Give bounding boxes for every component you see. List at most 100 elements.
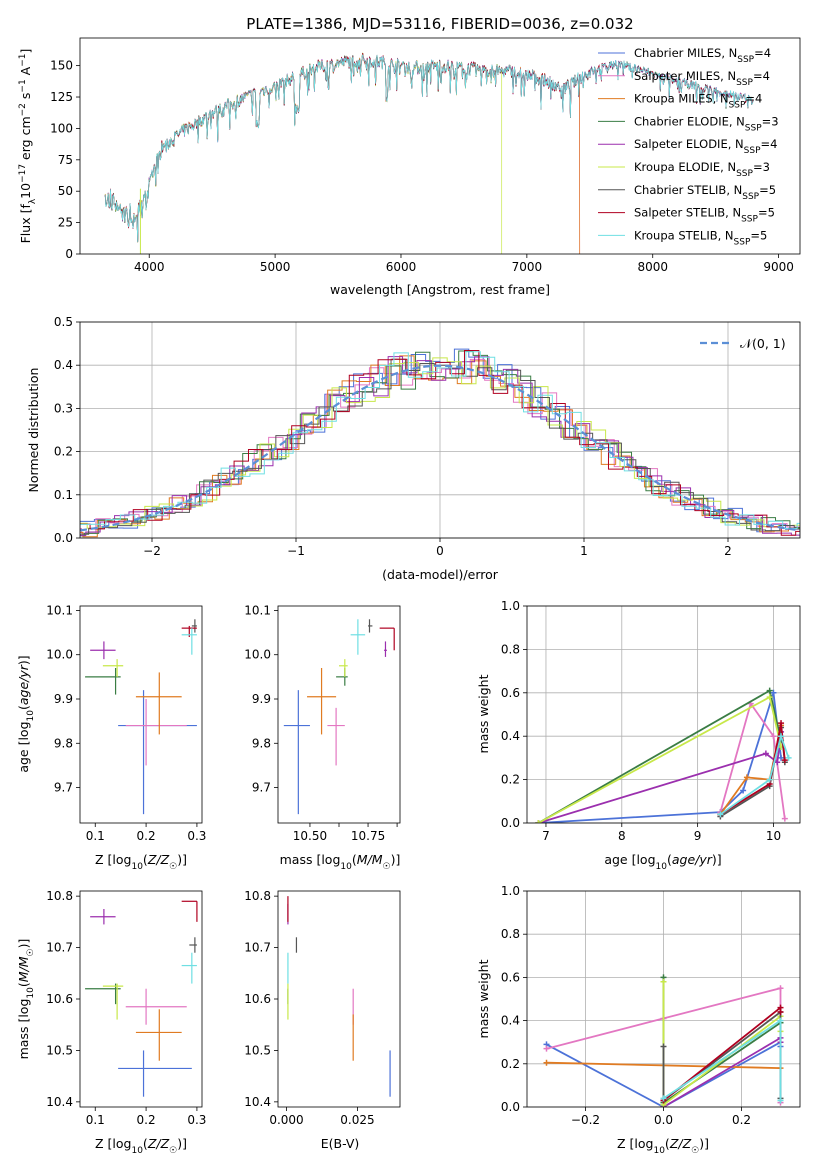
weight-marker	[777, 1008, 784, 1015]
y-tick-label: 9.7	[54, 781, 73, 795]
y-tick-label: 1.0	[501, 884, 520, 898]
age-vs-mass-axes: 10.50 10.75 9.7 9.8 9.9 10.0 10.1	[244, 603, 398, 843]
x-tick-label: 0.1	[86, 1113, 105, 1127]
spectrum-axes: 4000 5000 6000 7000 8000 9000 0 25 50 75 100 125 150	[50, 59, 794, 274]
x-tick-label: 9	[694, 829, 702, 843]
y-tick-label: 10.6	[46, 992, 73, 1006]
normal-curve	[79, 364, 801, 532]
weight-marker	[543, 1045, 550, 1052]
x-tick-label: −2	[143, 544, 161, 558]
x-axis-label: Z [log10(Z/Z☉)]	[95, 852, 187, 872]
weight-line	[719, 733, 790, 816]
y-tick-label: 10.1	[244, 603, 271, 617]
weight-marker	[743, 774, 750, 781]
x-tick-label: 9000	[763, 260, 794, 274]
x-tick-label: 1	[580, 544, 588, 558]
y-tick-label: 0	[65, 247, 73, 261]
y-tick-label: 150	[50, 59, 73, 73]
y-tick-label: 10.0	[46, 648, 73, 662]
weight-marker	[660, 1043, 667, 1050]
histogram-series	[80, 358, 800, 535]
y-tick-label: 0.0	[54, 531, 73, 545]
x-tick-label: −0.2	[571, 1113, 600, 1127]
weight-marker	[777, 1017, 784, 1024]
axes-frame	[79, 890, 203, 1108]
legend-label: Kroupa ELODIE, NSSP=3	[634, 160, 770, 179]
x-tick-label: 0	[436, 544, 444, 558]
weight-marker	[781, 757, 788, 764]
y-tick-label: 10.4	[46, 1095, 73, 1109]
x-axis-label: age [log10(age/yr)]	[604, 852, 721, 872]
y-tick-label: 10.4	[244, 1095, 271, 1109]
y-tick-label: 75	[58, 153, 73, 167]
y-tick-label: 0.0	[501, 816, 520, 830]
spectrum-line	[104, 52, 503, 254]
legend-label: Salpeter MILES, NSSP=4	[634, 69, 770, 88]
x-tick-label: 0.000	[269, 1113, 303, 1127]
y-tick-label: 0.8	[501, 642, 520, 656]
x-axis-label: Z [log10(Z/Z☉)]	[617, 1136, 709, 1156]
weight-marker	[740, 787, 747, 794]
x-axis-label: E(B-V)	[321, 1136, 360, 1151]
y-axis-label: mass weight	[476, 959, 491, 1038]
y-tick-label: 1.0	[501, 599, 520, 613]
y-tick-label: 10.7	[46, 941, 73, 955]
y-axis-label: Normed distribution	[26, 368, 41, 493]
histogram-series	[80, 357, 800, 529]
y-tick-label: 9.9	[54, 692, 73, 706]
y-tick-label: 0.6	[501, 970, 520, 984]
y-tick-label: 0.2	[54, 445, 73, 459]
plot-layer: 4000 5000 6000 7000 8000 90000255075100125150…	[16, 37, 801, 1156]
y-axis-label: mass weight	[476, 674, 491, 753]
weight-marker	[717, 811, 724, 818]
legend-label: Salpeter ELODIE, NSSP=4	[634, 137, 777, 156]
weight-line	[663, 1018, 782, 1101]
axes-frame	[277, 605, 401, 824]
y-tick-label: 10.5	[46, 1043, 73, 1057]
weight-marker	[778, 720, 785, 727]
x-tick-label: 7	[542, 829, 550, 843]
x-tick-label: 0.025	[340, 1113, 374, 1127]
weight-marker	[766, 687, 773, 694]
weight-marker	[762, 750, 769, 757]
histogram-series	[80, 350, 800, 536]
y-tick-label: 10.5	[244, 1043, 271, 1057]
weight-line	[719, 701, 786, 819]
x-tick-label: 0.0	[654, 1113, 673, 1127]
spectrum-line	[104, 54, 754, 243]
x-tick-label: 10	[766, 829, 781, 843]
legend-label: Chabrier MILES, NSSP=4	[634, 46, 771, 65]
axes-frame	[277, 890, 401, 1108]
weight-marker	[766, 776, 773, 783]
y-tick-label: 125	[50, 90, 73, 104]
weight-marker	[781, 815, 788, 822]
y-tick-label: 0.5	[54, 315, 73, 329]
legend-label: 𝒩(0, 1)	[740, 336, 786, 351]
y-tick-label: 100	[50, 121, 73, 135]
axes-frame	[79, 37, 801, 255]
x-tick-label: 7000	[512, 260, 543, 274]
weight-marker	[770, 733, 777, 740]
y-tick-label: 9.8	[252, 736, 271, 750]
mass-vs-Z-axes: 0.1 0.2 0.3 10.4 10.5 10.6 10.7 10.8	[46, 889, 206, 1127]
x-tick-label: 0.2	[137, 829, 156, 843]
x-tick-label: 8	[618, 829, 626, 843]
weight-marker	[660, 978, 667, 985]
x-tick-label: 5000	[260, 260, 291, 274]
weight-marker	[543, 1059, 550, 1066]
mass-weight-vs-Z-axes: −0.2 0.0 0.2 0.0 0.2 0.4 0.6 0.8 1.0	[501, 884, 800, 1127]
weight-line	[663, 1036, 782, 1107]
y-tick-label: 10.0	[244, 648, 271, 662]
legend-label: Kroupa MILES, NSSP=4	[634, 92, 762, 111]
figure-title: PLATE=1386, MJD=53116, FIBERID=0036, z=0…	[246, 15, 633, 33]
x-tick-label: 0.2	[732, 1113, 751, 1127]
x-tick-label: 0.2	[137, 1113, 156, 1127]
y-tick-label: 0.1	[54, 488, 73, 502]
x-tick-label: 0.1	[86, 829, 105, 843]
legend-label: Kroupa STELIB, NSSP=5	[634, 228, 767, 247]
y-tick-label: 9.7	[252, 781, 271, 795]
y-tick-label: 0.4	[501, 1014, 520, 1028]
y-axis-label: Flux [fλ10−17 erg cm−2 s−1 A−1]	[18, 49, 38, 244]
x-axis-label: mass [log10(M/M☉)]	[280, 852, 401, 872]
weight-line	[662, 977, 782, 1105]
